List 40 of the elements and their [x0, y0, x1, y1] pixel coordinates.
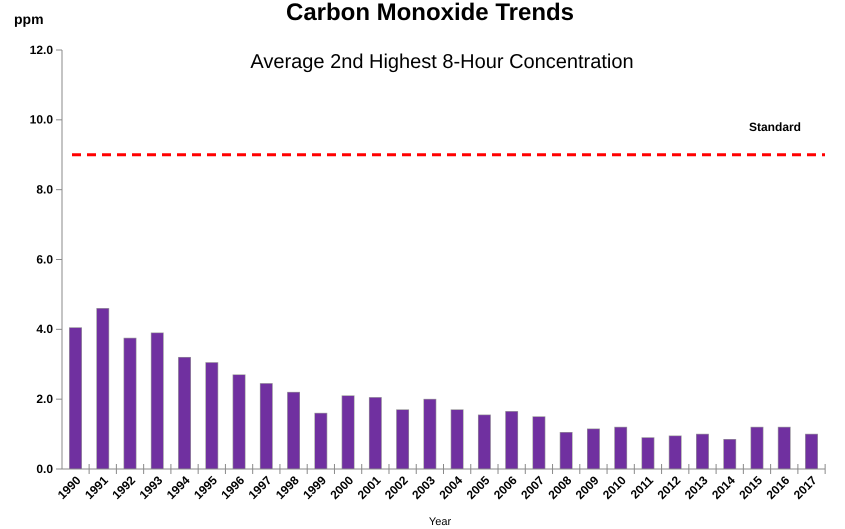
bar	[96, 308, 110, 470]
bar	[532, 416, 546, 470]
x-axis-title: Year	[428, 516, 452, 528]
bar	[232, 374, 246, 470]
bar	[750, 426, 764, 470]
bar	[586, 428, 600, 470]
bar	[614, 426, 628, 470]
bar	[778, 426, 791, 470]
bar	[560, 432, 573, 470]
bar	[178, 356, 191, 470]
ref-line-label: Standard	[748, 120, 802, 134]
y-tick-label: 12.0	[30, 42, 54, 57]
y-tick-label: 2.0	[36, 392, 54, 406]
y-axis-title: ppm	[14, 11, 44, 27]
bar	[396, 409, 410, 470]
bar	[423, 398, 436, 470]
bar	[478, 414, 491, 470]
bar	[805, 434, 818, 470]
bar	[342, 395, 355, 470]
bar	[642, 437, 654, 470]
bar	[150, 332, 164, 470]
bar	[260, 383, 273, 470]
y-tick-label: 10.0	[30, 112, 54, 127]
bar	[205, 362, 218, 470]
bar	[450, 409, 464, 470]
bar	[314, 412, 328, 470]
bar	[505, 411, 518, 470]
y-tick-label: 0.0	[36, 462, 54, 476]
chart-subtitle: Average 2nd Highest 8-Hour Concentration	[250, 51, 634, 73]
bar	[124, 338, 136, 470]
y-tick-label: 6.0	[36, 252, 54, 266]
bar	[668, 436, 682, 470]
bar	[368, 397, 382, 470]
bar	[696, 434, 709, 470]
y-tick-label: 4.0	[36, 322, 54, 336]
bar	[287, 392, 300, 470]
y-tick-label: 8.0	[36, 182, 54, 197]
bar	[723, 439, 736, 470]
chart-title: Carbon Monoxide Trends	[286, 0, 574, 26]
bar	[69, 327, 82, 470]
